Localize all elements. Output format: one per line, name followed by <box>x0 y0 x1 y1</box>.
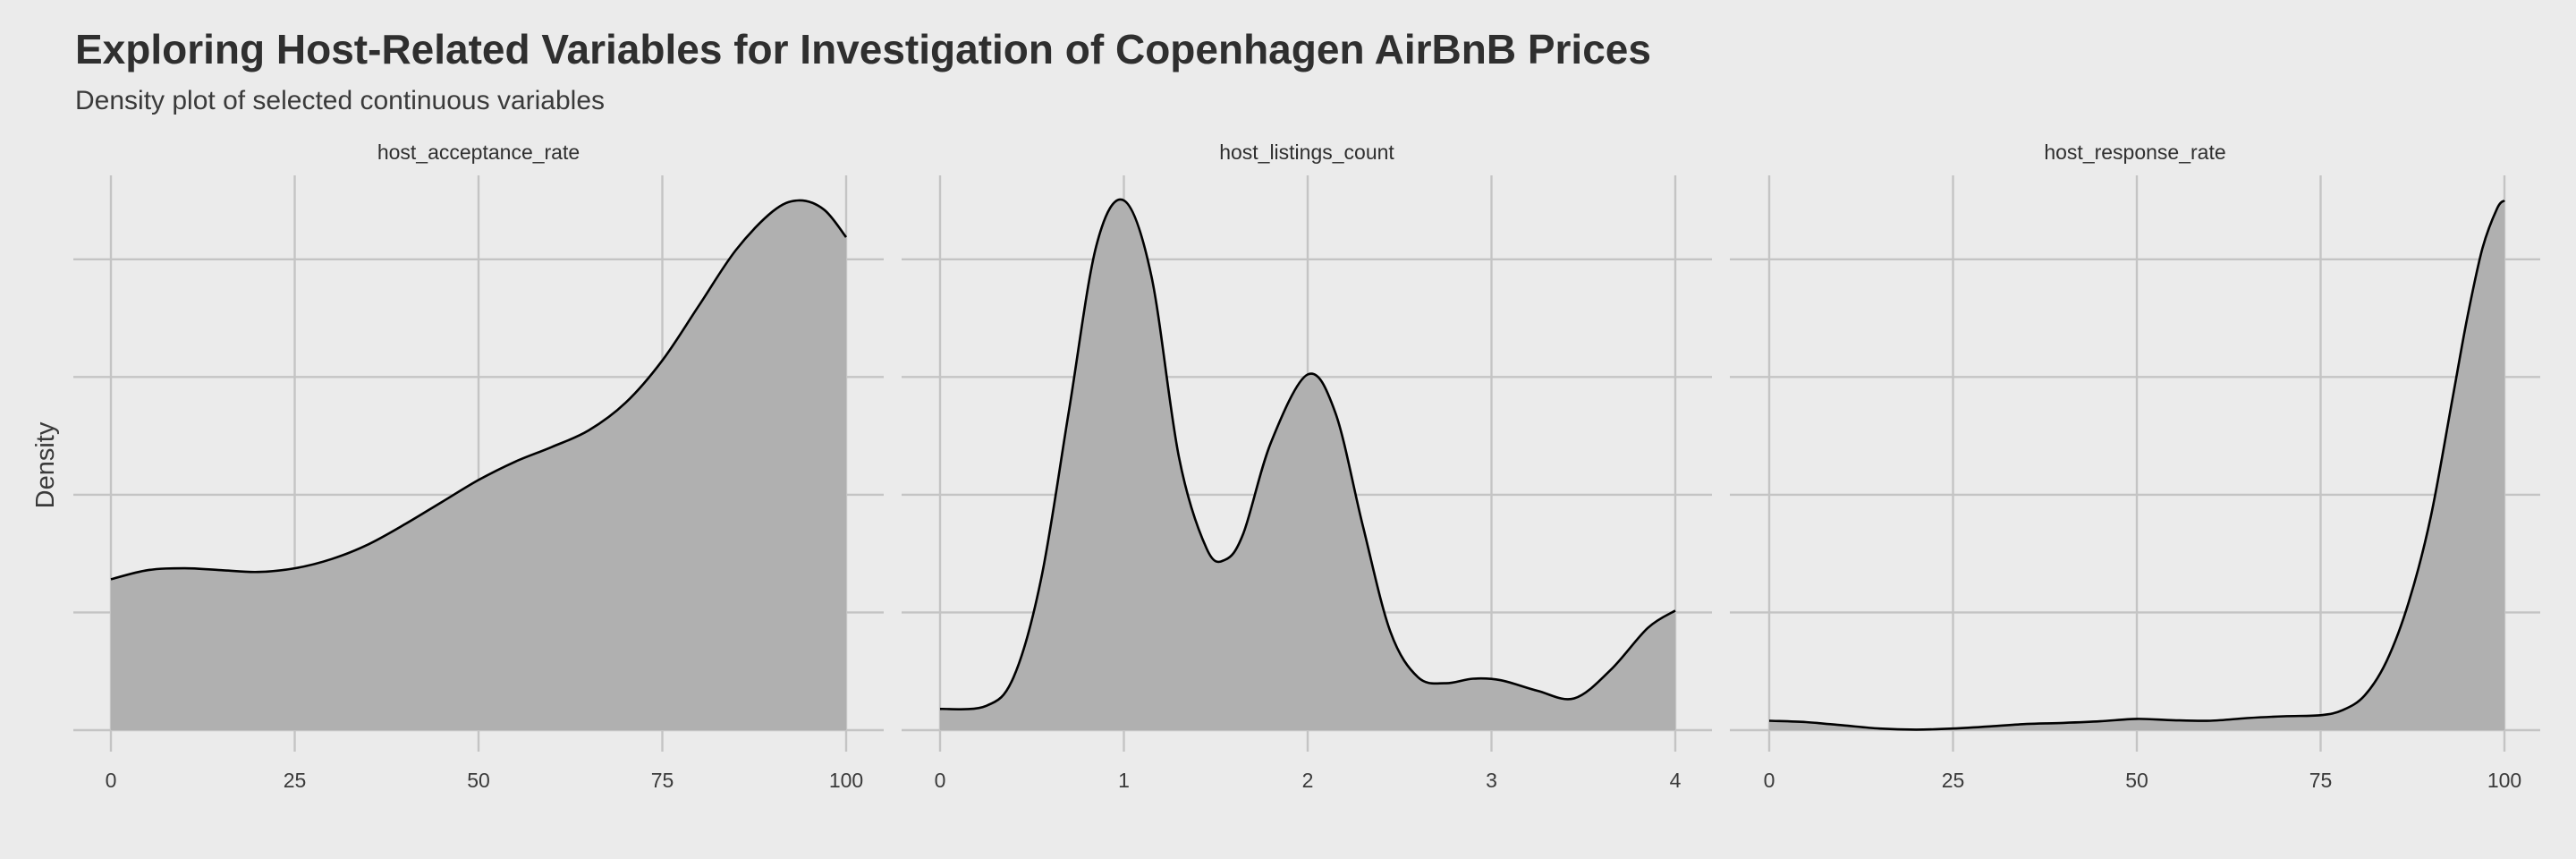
density-curve <box>939 198 1676 710</box>
facet-panel-host_acceptance_rate: 0 25 50 75 100 host_acceptance_rate <box>73 140 884 792</box>
x-tick-label: 0 <box>1764 769 1775 792</box>
facet-strip-label: host_listings_count <box>1219 140 1394 164</box>
x-tick-label: 0 <box>935 769 946 792</box>
x-tick-label: 100 <box>829 769 863 792</box>
density-area <box>1769 200 2504 730</box>
x-tick-label: 50 <box>467 769 490 792</box>
density-area <box>111 200 846 730</box>
x-tick-label: 2 <box>1302 769 1314 792</box>
density-curve <box>110 199 848 581</box>
x-tick-label: 4 <box>1670 769 1682 792</box>
density-curve <box>1768 199 2505 731</box>
x-tick-label: 100 <box>2487 769 2521 792</box>
x-tick-label: 50 <box>2125 769 2148 792</box>
chart-subtitle: Density plot of selected continuous vari… <box>75 86 605 115</box>
x-tick-label: 3 <box>1486 769 1497 792</box>
x-tick-label: 1 <box>1118 769 1130 792</box>
facet-strip-label: host_response_rate <box>2044 140 2225 164</box>
facet-panels: 0 25 50 75 100 host_acceptance_rate 0 1 2 3 4 host_… <box>73 140 2540 792</box>
x-tick-label: 75 <box>651 769 674 792</box>
facet-panel-host_listings_count: 0 1 2 3 4 host_listings_count <box>902 140 1712 792</box>
x-tick-label: 25 <box>284 769 307 792</box>
y-axis-label: Density <box>31 421 60 508</box>
facet-panel-host_response_rate: 0 25 50 75 100 host_response_rate <box>1730 140 2540 792</box>
x-tick-label: 25 <box>1942 769 1965 792</box>
x-tick-label: 0 <box>106 769 117 792</box>
chart-title: Exploring Host-Related Variables for Inv… <box>75 26 1651 72</box>
facet-strip-label: host_acceptance_rate <box>377 140 580 164</box>
density-area <box>940 199 1675 730</box>
x-tick-label: 75 <box>2309 769 2333 792</box>
